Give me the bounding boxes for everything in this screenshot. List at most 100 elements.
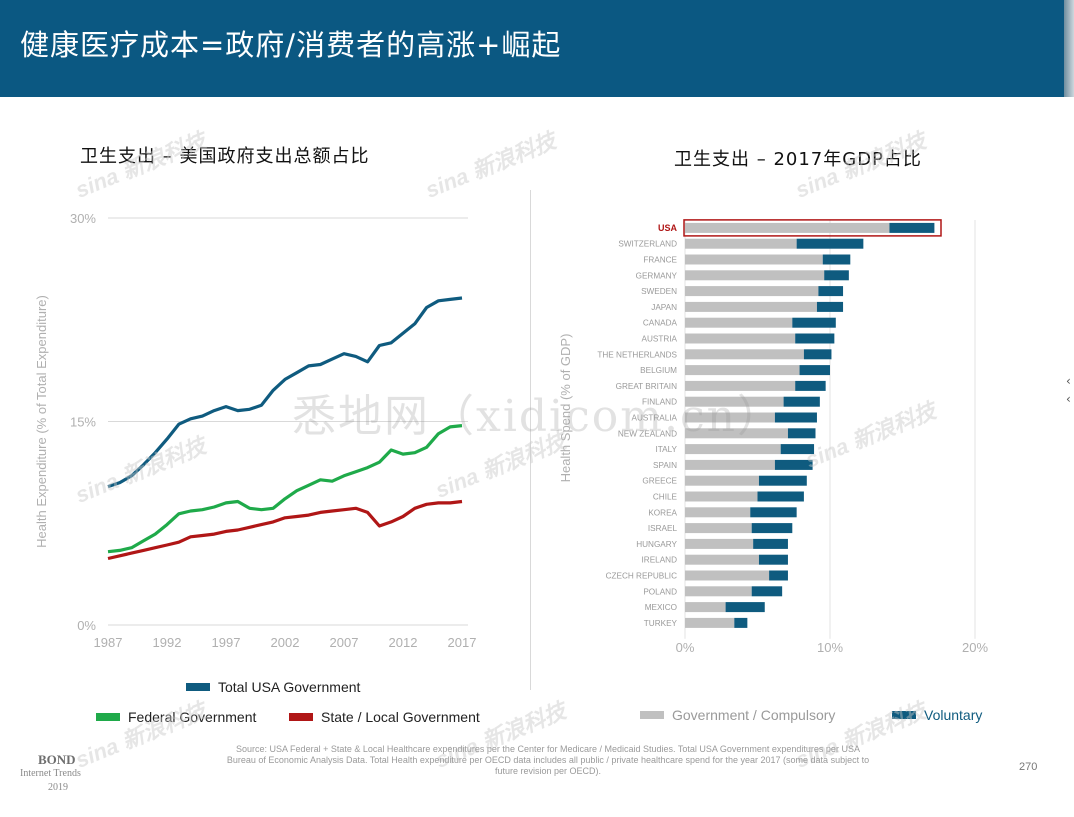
bar-compulsory — [685, 586, 752, 597]
bar-voluntary — [803, 349, 832, 360]
legend-label: Federal Government — [128, 709, 257, 725]
bar-voluntary — [751, 523, 793, 534]
bar-compulsory — [685, 428, 788, 439]
legend-swatch — [640, 711, 664, 719]
x-tick-label: 2002 — [271, 635, 300, 650]
category-label: CHILE — [653, 493, 678, 502]
bar-compulsory — [685, 538, 754, 549]
x-tick-label: 1987 — [94, 635, 123, 650]
category-label: HUNGARY — [636, 540, 677, 549]
bar-voluntary — [774, 459, 813, 470]
bar-compulsory — [685, 523, 752, 534]
category-label: IRELAND — [642, 556, 678, 565]
category-label: AUSTRALIA — [632, 414, 678, 423]
source-note: Source: USA Federal + State & Local Heal… — [226, 744, 870, 776]
category-label: NEW ZEALAND — [618, 429, 677, 438]
bar-compulsory — [685, 365, 800, 376]
category-label: JAPAN — [651, 303, 677, 312]
slide-title: 健康医疗成本=政府/消费者的高涨+崛起 — [20, 28, 562, 62]
bar-compulsory — [685, 349, 804, 360]
bar-voluntary — [816, 301, 844, 312]
bar-compulsory — [685, 475, 759, 486]
highlight-box — [683, 219, 942, 237]
legend-label: Total USA Government — [218, 679, 361, 695]
nav-arrows-icon[interactable]: ‹ ‹ — [1066, 374, 1071, 406]
bar-voluntary — [780, 444, 815, 455]
category-label: GREECE — [642, 477, 677, 486]
bar-compulsory — [685, 301, 817, 312]
x-tick-label: 1997 — [212, 635, 241, 650]
category-label: SWITZERLAND — [618, 240, 677, 249]
category-label: GREAT BRITAIN — [616, 382, 677, 391]
right-chart-title: 卫生支出 – 2017年GDP占比 — [674, 149, 922, 170]
bar-compulsory — [685, 238, 797, 249]
left-chart-title: 卫生支出 – 美国政府支出总额占比 — [80, 146, 370, 167]
bar-compulsory — [685, 254, 823, 265]
bar-compulsory — [685, 617, 735, 628]
category-label: KOREA — [648, 508, 677, 517]
series-line — [107, 424, 463, 554]
bar-voluntary — [783, 396, 820, 407]
legend-label: Government / Compulsory — [672, 707, 835, 723]
x-tick-label: 1992 — [153, 635, 182, 650]
legend-swatch — [289, 713, 313, 721]
x-tick-label: 0% — [676, 640, 695, 655]
series-line — [107, 499, 463, 561]
legend-swatch — [96, 713, 120, 721]
chart-divider — [530, 190, 531, 690]
x-tick-label: 2012 — [389, 635, 418, 650]
category-label: THE NETHERLANDS — [597, 350, 677, 359]
x-tick-label: 2017 — [448, 635, 477, 650]
bar-voluntary — [769, 570, 788, 581]
bar-voluntary — [751, 586, 783, 597]
category-label: FINLAND — [642, 398, 677, 407]
bar-compulsory — [685, 222, 890, 233]
category-label: TURKEY — [644, 619, 678, 628]
category-label: CZECH REPUBLIC — [606, 572, 678, 581]
y-axis-label: Health Expenditure (% of Total Expenditu… — [34, 295, 49, 548]
bar-compulsory — [685, 570, 770, 581]
bar-voluntary — [758, 554, 788, 565]
x-tick-label: 20% — [962, 640, 988, 655]
legend-label: State / Local Government — [321, 709, 480, 725]
category-label: ISRAEL — [648, 524, 678, 533]
category-label: BELGIUM — [640, 366, 677, 375]
bar-compulsory — [685, 396, 784, 407]
legend-swatch — [892, 711, 916, 719]
page-number: 270 — [1019, 761, 1038, 773]
bar-compulsory — [685, 459, 775, 470]
title-bar — [0, 0, 1064, 97]
bar-voluntary — [750, 507, 797, 518]
brand-year: 2019 — [48, 782, 68, 793]
y-tick-label: 0% — [77, 618, 96, 633]
category-label: FRANCE — [643, 256, 677, 265]
bar-voluntary — [818, 286, 844, 297]
bar-compulsory — [685, 554, 759, 565]
y-tick-label: 15% — [70, 415, 96, 430]
category-label: ITALY — [655, 445, 677, 454]
bar-voluntary — [795, 333, 835, 344]
bar-compulsory — [685, 380, 796, 391]
bar-voluntary — [799, 365, 830, 376]
bar-compulsory — [685, 507, 751, 518]
x-tick-label: 10% — [817, 640, 843, 655]
bar-compulsory — [685, 491, 758, 502]
brand-logo: BOND — [38, 752, 76, 767]
site-watermark: 悉地网（xidicom.cn） — [292, 391, 783, 442]
bar-compulsory — [685, 333, 796, 344]
category-label: SPAIN — [653, 461, 677, 470]
bar-voluntary — [774, 412, 817, 423]
y-axis-label: Health Spend (% of GDP) — [558, 334, 573, 483]
title-bar-edge — [1064, 0, 1074, 97]
bar-compulsory — [685, 602, 726, 613]
bar-voluntary — [725, 602, 765, 613]
bar-voluntary — [758, 475, 807, 486]
bar-voluntary — [796, 238, 864, 249]
category-label: MEXICO — [645, 603, 677, 612]
bar-voluntary — [757, 491, 804, 502]
category-label: SWEDEN — [641, 287, 677, 296]
bar-voluntary — [753, 538, 788, 549]
bar-compulsory — [685, 317, 793, 328]
